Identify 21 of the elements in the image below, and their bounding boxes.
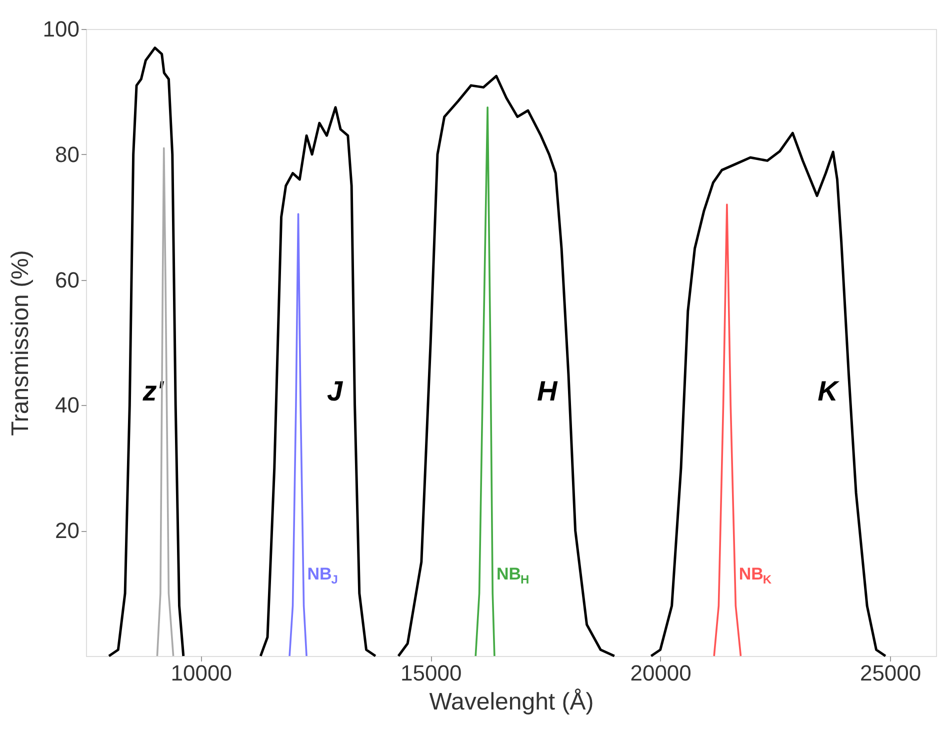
series-label: J <box>327 376 344 407</box>
line-series <box>397 74 616 658</box>
line-series <box>474 106 496 657</box>
y-tick-label: 60 <box>55 267 80 292</box>
series-label: H <box>537 376 558 407</box>
y-tick-label: 40 <box>55 392 80 418</box>
y-tick-label: 20 <box>55 518 80 544</box>
x-axis-title: Wavelenght (Å) <box>429 688 594 716</box>
x-tick-label: 20000 <box>630 660 692 686</box>
x-tick-label: 15000 <box>400 660 462 686</box>
line-series <box>650 132 887 658</box>
y-axis-title: Transmission (%) <box>6 250 34 436</box>
y-tick-label: 80 <box>55 142 80 167</box>
series-label: K <box>818 376 840 407</box>
y-tick-label: 100 <box>42 16 80 42</box>
line-series <box>288 213 308 657</box>
line-series <box>259 106 377 658</box>
line-series <box>713 204 742 657</box>
x-tick-label: 10000 <box>170 660 232 686</box>
x-tick-label: 25000 <box>860 660 922 686</box>
line-series <box>108 46 185 658</box>
